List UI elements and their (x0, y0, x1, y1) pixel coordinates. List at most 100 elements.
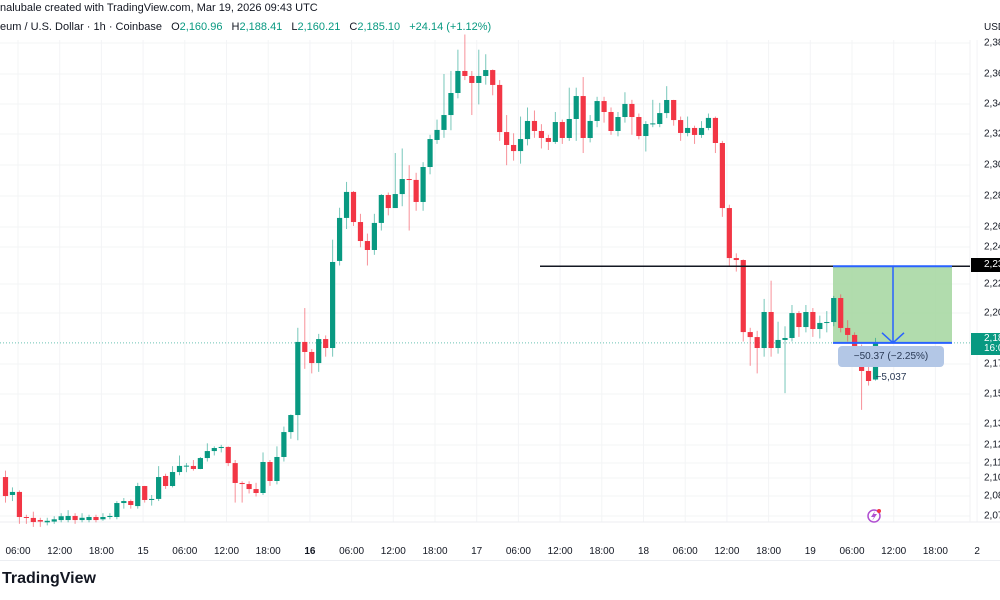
candle-body (469, 75, 475, 83)
price-tick-label: 2,17 (984, 358, 1000, 370)
time-tick-label: 06:00 (505, 546, 531, 557)
time-tick-label: 15 (137, 546, 149, 557)
price-tick-label: 2,30 (984, 159, 1000, 171)
candle-body (239, 482, 245, 485)
candle-body (30, 517, 36, 523)
candle-body (79, 517, 85, 521)
event-lightning-icon (867, 509, 881, 523)
candle-body (483, 70, 489, 76)
candle-body (330, 261, 336, 349)
candle-body (587, 120, 593, 138)
price-tick-label: 2,34 (984, 98, 1000, 110)
candle-body (768, 311, 774, 349)
candle-body (281, 432, 287, 457)
symbol-legend: eum / U.S. Dollar · 1h · Coinbase O2,160… (0, 21, 491, 33)
candle-body (406, 179, 412, 181)
candle-body (350, 191, 357, 223)
time-tick-label: 12:00 (714, 546, 740, 557)
open-value: 2,160.96 (179, 21, 223, 33)
candle-body (747, 332, 753, 338)
candle-body (9, 491, 16, 495)
last-price-badge: 2,18 16:0 (971, 333, 1000, 355)
candle-body (288, 415, 294, 433)
candle-body (121, 501, 127, 504)
candle-body (211, 448, 217, 452)
candle-body (573, 96, 579, 119)
measure-label: −50.37 (−2.25%) −5,037 (838, 346, 944, 383)
candle-body (267, 461, 273, 481)
candle-body (622, 103, 628, 118)
candle-body (371, 222, 377, 250)
candle-body (824, 322, 830, 324)
candle-body (497, 84, 503, 133)
currency-label[interactable]: USD (984, 22, 1000, 33)
candle-body (378, 194, 384, 223)
candle-body (782, 337, 788, 340)
time-tick-label: 18:00 (756, 546, 782, 557)
price-tick-label: 2,22 (984, 278, 1000, 290)
low-label: L (291, 21, 298, 33)
candle-body (100, 517, 106, 520)
candle-body (754, 337, 760, 349)
high-value: 2,188.41 (239, 21, 283, 33)
candle-body (726, 208, 732, 259)
price-tick-label: 2,28 (984, 190, 1000, 202)
candle-body (190, 465, 197, 469)
time-tick-label: 18:00 (922, 546, 948, 557)
candle-body (650, 123, 656, 125)
time-tick-label: 18:00 (589, 546, 615, 557)
tradingview-logo: TradingView (2, 570, 96, 587)
time-tick-label: 16 (304, 546, 316, 557)
lightning-bolt-glyph (871, 511, 877, 521)
candle-body (552, 122, 558, 142)
candle-body (476, 75, 482, 83)
candle-body (510, 144, 517, 152)
time-tick-label: 06:00 (339, 546, 365, 557)
open-label: O (171, 21, 180, 33)
time-tick-label: 12:00 (380, 546, 406, 557)
candle-body (678, 120, 684, 133)
candle-body (719, 143, 725, 209)
low-value: 2,160.21 (297, 21, 341, 33)
countdown-value: 16:0 (984, 343, 1000, 354)
candle-body (775, 339, 781, 349)
time-tick-label: 18 (637, 546, 650, 557)
candle-body (831, 298, 837, 323)
candle-body (135, 486, 141, 507)
candle-body (810, 311, 816, 330)
candle-body (803, 311, 809, 328)
candle-body (434, 129, 440, 140)
candle-body (712, 117, 719, 143)
candle-body (128, 501, 134, 506)
candle-body (629, 103, 635, 118)
candle-body (364, 241, 371, 250)
candle-body (789, 313, 795, 338)
candle-body (691, 127, 698, 135)
candle-body (343, 191, 350, 218)
candle-body (169, 472, 176, 487)
candle-body (566, 118, 572, 138)
candle-body (295, 341, 301, 416)
candle-body (504, 132, 510, 145)
candle-body (260, 461, 266, 493)
candle-body (580, 96, 586, 138)
candle-body (218, 446, 224, 449)
time-tick-label: 12:00 (881, 546, 907, 557)
close-value: 2,185.10 (357, 21, 401, 33)
candle-body (246, 484, 252, 490)
candle-body (399, 179, 405, 195)
close-label: C (349, 21, 358, 33)
candle-body (455, 70, 461, 93)
time-tick-label: 19 (804, 546, 816, 557)
time-tick-label: 06:00 (839, 546, 865, 557)
candle-body (51, 519, 57, 522)
candle-body (23, 517, 29, 519)
price-tick-label: 2,10 (984, 472, 1000, 484)
candle-body (608, 111, 614, 131)
candle-body (684, 127, 691, 133)
time-tick-label: 06:00 (672, 546, 698, 557)
symbol-name[interactable]: eum / U.S. Dollar · 1h · Coinbase (0, 21, 163, 33)
price-tick-label: 2,26 (984, 221, 1000, 233)
candle-body (559, 122, 565, 138)
